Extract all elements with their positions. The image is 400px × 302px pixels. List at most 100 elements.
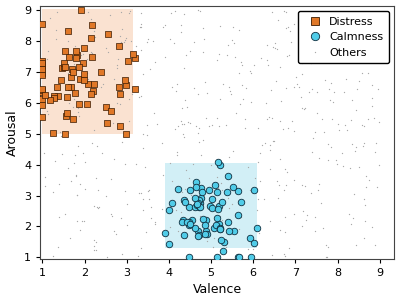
Point	[351, 192, 358, 197]
Point	[225, 219, 232, 224]
Point	[71, 160, 78, 165]
Point	[76, 76, 83, 81]
Point	[328, 145, 334, 150]
Point	[146, 196, 152, 201]
Point	[74, 219, 80, 223]
Point	[166, 207, 172, 212]
Point	[84, 102, 91, 107]
Point	[154, 122, 160, 127]
Point	[215, 185, 221, 190]
Point	[224, 190, 230, 194]
Point	[325, 20, 332, 25]
Point	[199, 190, 205, 195]
Point	[229, 37, 235, 42]
Point	[181, 11, 187, 16]
Point	[53, 37, 60, 42]
Point	[191, 205, 198, 210]
Point	[291, 22, 298, 27]
Point	[91, 248, 97, 253]
Point	[308, 190, 314, 195]
Point	[185, 120, 192, 124]
Point	[310, 135, 316, 140]
Point	[237, 60, 244, 65]
Point	[284, 53, 290, 58]
Point	[64, 84, 71, 89]
Bar	[165, 163, 258, 248]
Point	[75, 109, 82, 114]
Point	[59, 66, 66, 70]
Point	[74, 144, 81, 149]
Point	[119, 140, 126, 145]
Point	[362, 184, 369, 189]
Point	[117, 9, 124, 14]
Point	[222, 245, 229, 250]
Point	[39, 71, 46, 76]
Point	[138, 21, 144, 26]
Point	[366, 11, 372, 16]
Point	[236, 227, 242, 232]
Point	[145, 188, 151, 193]
Point	[50, 131, 56, 136]
Point	[178, 220, 185, 224]
Point	[213, 115, 220, 120]
Point	[276, 228, 283, 233]
Point	[300, 209, 306, 214]
Point	[203, 116, 210, 121]
Point	[184, 220, 190, 224]
Point	[317, 43, 323, 47]
Point	[174, 149, 180, 154]
Point	[288, 40, 294, 45]
Point	[69, 105, 76, 110]
Point	[357, 33, 364, 37]
Point	[200, 26, 206, 31]
Point	[71, 97, 77, 101]
Point	[285, 126, 291, 130]
Point	[77, 181, 83, 186]
Point	[148, 204, 154, 209]
Point	[197, 8, 203, 13]
Point	[355, 17, 362, 22]
Point	[61, 212, 68, 217]
Point	[248, 100, 254, 105]
Point	[375, 57, 381, 62]
Point	[246, 236, 253, 240]
Point	[55, 245, 61, 250]
Point	[96, 204, 102, 209]
Point	[302, 105, 308, 110]
Point	[273, 79, 280, 84]
Point	[82, 160, 88, 165]
Point	[316, 156, 322, 161]
Point	[108, 109, 114, 114]
Point	[330, 100, 336, 105]
Point	[318, 59, 324, 64]
Point	[136, 95, 142, 100]
Point	[78, 53, 84, 57]
Point	[204, 231, 210, 236]
Point	[238, 199, 244, 204]
Point	[252, 175, 258, 180]
Point	[267, 148, 274, 153]
Point	[166, 161, 173, 165]
Point	[124, 222, 130, 227]
Point	[343, 76, 349, 81]
Point	[39, 97, 46, 101]
Point	[88, 50, 95, 55]
Point	[196, 198, 202, 203]
Point	[168, 201, 175, 206]
Point	[360, 141, 367, 146]
Point	[140, 72, 146, 76]
Point	[356, 78, 362, 83]
Point	[150, 39, 156, 43]
Point	[69, 54, 76, 59]
Point	[196, 186, 202, 191]
Point	[369, 104, 375, 108]
Point	[296, 85, 302, 89]
Point	[224, 240, 230, 245]
Point	[186, 222, 192, 227]
Point	[242, 117, 248, 122]
Point	[349, 142, 355, 147]
Point	[299, 61, 305, 66]
Point	[301, 55, 308, 60]
Point	[65, 28, 72, 33]
Point	[248, 239, 254, 244]
